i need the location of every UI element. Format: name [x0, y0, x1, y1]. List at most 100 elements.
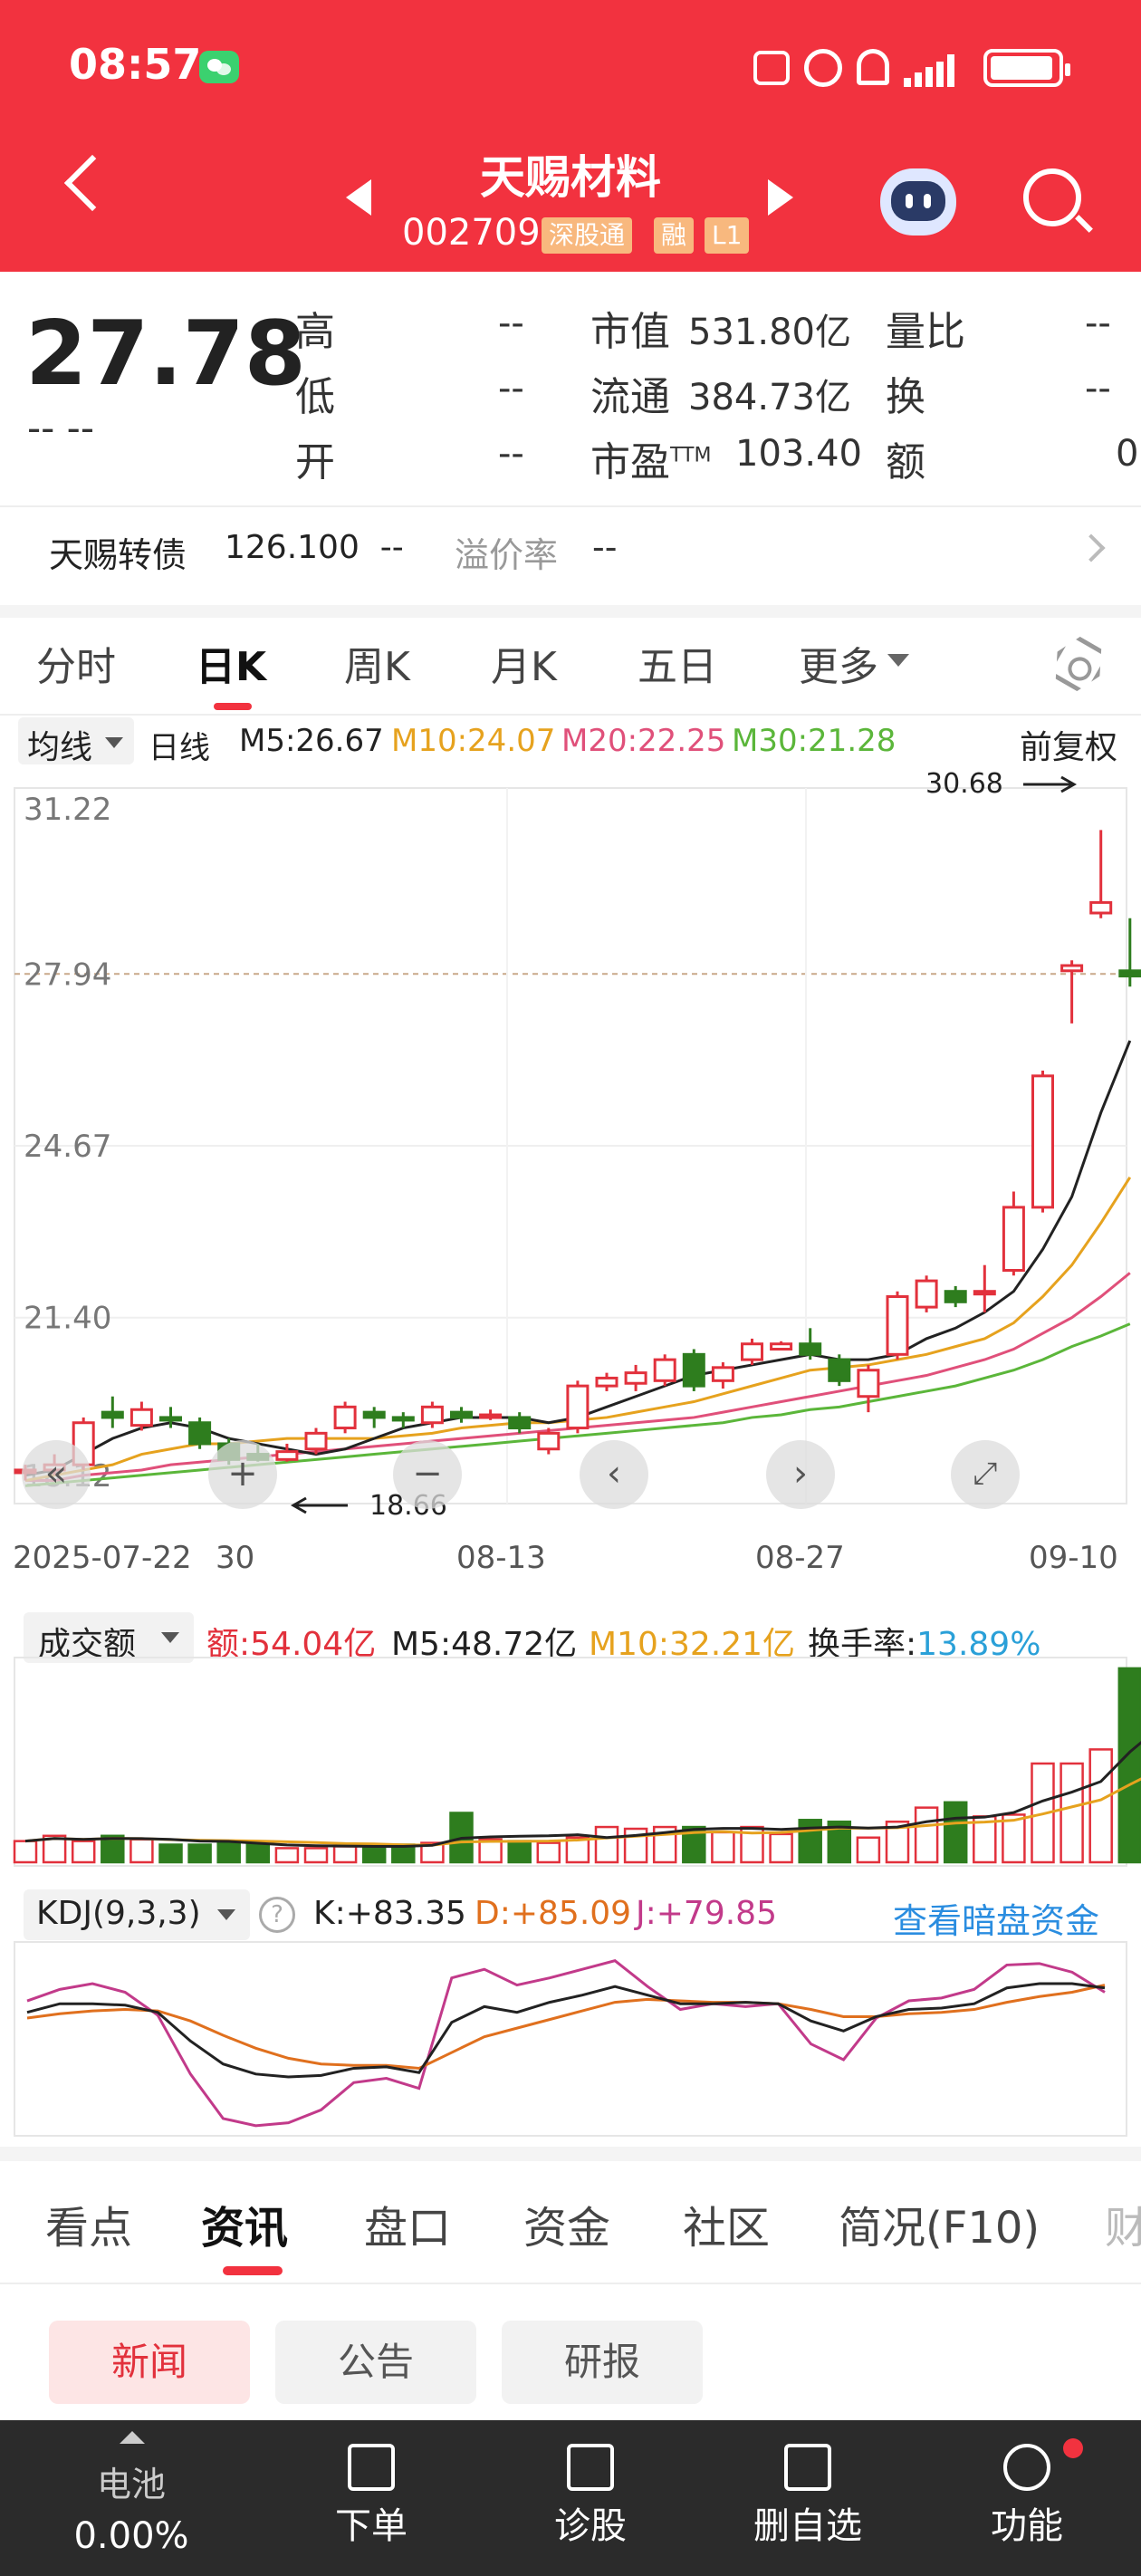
convertible-bond-row[interactable] [0, 505, 1141, 605]
alarm-icon [804, 49, 842, 87]
volume-chart[interactable] [0, 1603, 1141, 1875]
pan-right-button[interactable]: › [766, 1440, 835, 1509]
tab-community[interactable]: 社区 [683, 2203, 771, 2254]
kdj-selector-label: KDJ(9,3,3) [36, 1895, 201, 1932]
diagnose-button[interactable]: 诊股 [500, 2420, 681, 2576]
divider [0, 2283, 1141, 2284]
current-price: 27.78 [25, 303, 306, 406]
premium-label: 溢价率 [455, 535, 559, 575]
volume-bar [303, 1847, 329, 1864]
tab-profile-f10[interactable]: 简况(F10) [839, 2203, 1040, 2254]
prev-stock-icon[interactable] [346, 179, 371, 216]
candle-body [973, 1290, 996, 1296]
robot-assistant-icon[interactable] [880, 168, 956, 235]
quote-value-float: 384.73亿 [688, 377, 851, 418]
tab-highlights[interactable]: 看点 [45, 2203, 133, 2254]
caret-down-icon [217, 1909, 235, 1920]
volume-ma5-line [24, 1740, 1141, 1848]
low-arrowhead [290, 1496, 307, 1514]
status-time: 08:57 [69, 40, 202, 89]
tab-funds[interactable]: 资金 [523, 2203, 611, 2254]
dark-pool-link[interactable]: 查看暗盘资金 [893, 1901, 1100, 1941]
active-tab-indicator [214, 703, 252, 710]
candle-body [479, 1413, 503, 1419]
help-icon[interactable]: ? [259, 1897, 295, 1933]
stock-code: 002709 [402, 212, 541, 254]
tab-finance-partial[interactable]: 财 [1105, 2203, 1141, 2254]
minus-box-icon [784, 2444, 831, 2491]
candle-body [1002, 1206, 1025, 1272]
remove-watchlist-button[interactable]: 删自选 [717, 2420, 898, 2576]
adjustment-mode[interactable]: 前复权 [1020, 729, 1118, 766]
quote-value-open: -- [498, 433, 524, 475]
quote-value-pe: 103.40 [735, 433, 862, 475]
functions-label: 功能 [991, 2505, 1063, 2547]
quote-label-open: 开 [295, 439, 335, 485]
volume-bar [711, 1831, 735, 1864]
kdj-chart[interactable] [0, 1929, 1141, 2147]
volume-bar [187, 1843, 212, 1864]
fullscreen-button[interactable]: ⤢ [951, 1440, 1020, 1509]
pill-announcements[interactable]: 公告 [275, 2321, 476, 2404]
battery-item[interactable]: 电池 0.00% [36, 2420, 226, 2576]
candle-body [188, 1421, 212, 1446]
candle-body [450, 1410, 473, 1419]
mute-icon [857, 49, 889, 85]
tab-intraday[interactable]: 分时 [36, 644, 116, 690]
tab-order-book[interactable]: 盘口 [364, 2203, 452, 2254]
candle-body [915, 1279, 938, 1309]
volume-bar [216, 1841, 241, 1864]
volume-bar [420, 1841, 445, 1864]
active-tab-indicator [223, 2266, 283, 2275]
candle-body [682, 1352, 705, 1388]
candle-body [101, 1410, 124, 1419]
divider [0, 714, 1141, 716]
kdj-k: K:+83.35 [313, 1895, 466, 1932]
quote-label-pe: 市盈TTM [590, 439, 712, 485]
order-button[interactable]: 下单 [281, 2420, 462, 2576]
pan-left-button[interactable]: ‹ [580, 1440, 648, 1509]
tab-five-day[interactable]: 五日 [638, 644, 717, 690]
candle-body [770, 1342, 793, 1351]
tab-more[interactable]: 更多 [799, 644, 878, 690]
search-icon[interactable] [1023, 168, 1081, 226]
x-label-end: 09-10 [1029, 1540, 1118, 1576]
y-tick-label: 24.67 [24, 1129, 111, 1165]
candle-body [857, 1369, 880, 1399]
scroll-start-button[interactable]: « [22, 1440, 91, 1509]
pill-research[interactable]: 研报 [502, 2321, 703, 2404]
ma10-legend: M10:24.07 [391, 723, 556, 759]
kdj-selector[interactable] [24, 1889, 250, 1940]
functions-button[interactable]: 功能 [936, 2420, 1117, 2576]
candle-body [508, 1416, 532, 1430]
volume-bar [914, 1806, 939, 1864]
battery-icon [983, 49, 1070, 87]
candle-body [1031, 1074, 1054, 1209]
header: 08:57 天赐材料 002709 深股通 融 L1 [0, 0, 1141, 272]
quote-value-mcap: 531.80亿 [688, 312, 851, 353]
candle-body [1118, 969, 1141, 978]
volume-bar [478, 1838, 503, 1864]
tab-weekly-k[interactable]: 周K [344, 644, 410, 690]
tab-daily-k[interactable]: 日K [196, 644, 267, 690]
y-tick-label: 31.22 [24, 792, 111, 828]
kdj-d: D:+85.09 [475, 1895, 632, 1932]
tab-monthly-k[interactable]: 月K [491, 644, 557, 690]
pill-news[interactable]: 新闻 [49, 2321, 250, 2404]
volume-bar [507, 1840, 532, 1864]
volume-bar [101, 1834, 125, 1864]
next-stock-icon[interactable] [768, 179, 793, 216]
volume-bar [13, 1840, 38, 1864]
zoom-out-button[interactable]: − [393, 1440, 462, 1509]
volume-bar [245, 1843, 271, 1864]
volume-bar [1117, 1667, 1141, 1864]
y-tick-label: 21.40 [24, 1301, 111, 1337]
settings-icon[interactable] [1045, 630, 1112, 697]
candle-body [333, 1405, 357, 1430]
tab-news[interactable]: 资讯 [201, 2203, 289, 2254]
zoom-in-button[interactable]: + [208, 1440, 277, 1509]
candle-body [420, 1405, 444, 1425]
divider [0, 605, 1141, 618]
caret-down-icon [161, 1632, 179, 1643]
